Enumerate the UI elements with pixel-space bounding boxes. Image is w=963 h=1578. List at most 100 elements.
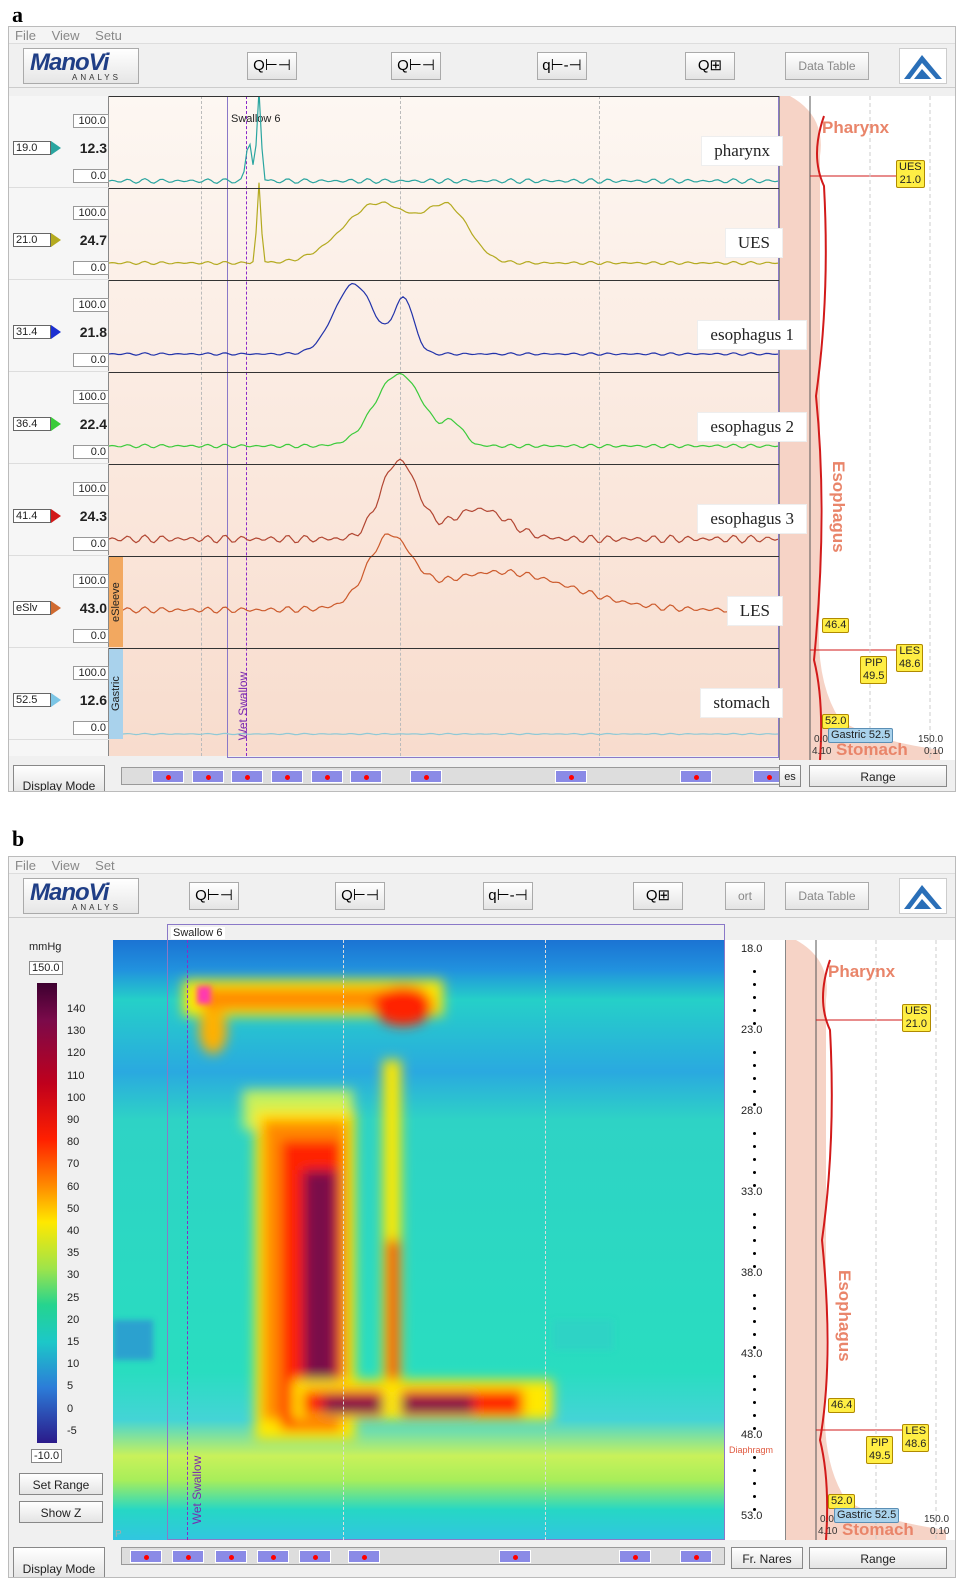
range-button[interactable]: Range [809,765,947,787]
channel-row-pharynx[interactable]: 100.0 0.0 19.0 12.3 [9,96,109,188]
timeline-strip[interactable] [121,767,785,785]
channel-max[interactable]: 100.0 [73,482,109,496]
menu-setup[interactable]: Set [95,858,115,873]
menu-file[interactable]: File [15,858,36,873]
channel-position[interactable]: 36.4 [13,417,51,431]
range-button[interactable]: Range [809,1547,947,1569]
left-mode-button[interactable]: es [779,765,801,787]
timeline-segment[interactable] [310,770,343,783]
timeline-segment[interactable] [498,1550,531,1563]
channel-min[interactable]: 0.0 [73,629,109,643]
pressure-trace-pharynx [109,96,779,185]
pressure-badge-52[interactable]: 52.0 [822,714,850,729]
zoom-horizontal-button[interactable]: Q⊢⊣ [335,882,385,910]
timeline-segment[interactable] [299,1550,332,1563]
zoom-out-button[interactable]: q⊢-⊣ [537,52,587,80]
timeline-segment[interactable] [680,770,713,783]
depth-tick-label: 48.0 [741,1429,763,1441]
channel-position[interactable]: 19.0 [13,141,51,155]
channel-position[interactable]: 41.4 [13,509,51,523]
timeline-segment[interactable] [231,770,264,783]
timeline-segment[interactable] [191,770,224,783]
pressure-badge-46[interactable]: 46.4 [828,1398,856,1413]
data-table-button[interactable]: Data Table [785,52,869,80]
channel-max[interactable]: 100.0 [73,206,109,220]
timeline-segment[interactable] [554,770,587,783]
gastric-badge[interactable]: Gastric 52.5 [834,1508,900,1523]
channel-position[interactable]: 52.5 [13,693,51,707]
menu-setup[interactable]: Setu [95,28,122,43]
menu-bar: File View Set [9,857,955,874]
wet-swallow-marker[interactable] [187,940,188,1540]
les-badge[interactable]: LES 48.6 [896,644,924,672]
display-mode-button[interactable]: Display Mode [13,1547,105,1577]
show-z-button[interactable]: Show Z [19,1501,103,1523]
timeline-segment[interactable] [350,770,383,783]
zoom-box-button[interactable]: Q⊞ [633,882,683,910]
channel-max[interactable]: 100.0 [73,390,109,404]
channel-min[interactable]: 0.0 [73,445,109,459]
trace-name-label: esophagus 3 [697,504,807,534]
channel-max[interactable]: 100.0 [73,574,109,588]
pressure-badge-46[interactable]: 46.4 [822,618,850,633]
channel-position[interactable]: eSlv [13,601,51,615]
display-mode-button[interactable]: Display Mode [13,765,105,791]
menu-view[interactable]: View [51,858,80,873]
timeline-strip[interactable] [121,1547,725,1565]
diaphragm-label: Diaphragm [729,1445,774,1455]
channel-row-esophagus-1[interactable]: 100.0 0.0 31.4 21.8 [9,280,109,372]
panel-a-window: File View Setu ManoVi ANALYS Q⊢⊣ Q⊢⊣ q⊢-⊣… [8,26,956,792]
channel-max[interactable]: 100.0 [73,114,109,128]
timeline-segment[interactable] [752,770,785,783]
colorbar-unit: mmHg [29,941,62,953]
channel-max[interactable]: 100.0 [73,666,109,680]
gastric-badge[interactable]: Gastric 52.5 [828,728,894,743]
colorbar-max[interactable]: 150.0 [29,961,63,975]
colorbar-min[interactable]: -10.0 [31,1449,63,1463]
set-range-button[interactable]: Set Range [19,1473,103,1495]
channel-row-esophagus-3[interactable]: 100.0 0.0 41.4 24.3 [9,464,109,556]
zoom-out-button[interactable]: q⊢-⊣ [483,882,533,910]
ues-badge[interactable]: UES 21.0 [896,160,925,188]
timeline-segment[interactable] [679,1550,712,1563]
channel-position[interactable]: 31.4 [13,325,51,339]
data-table-button[interactable]: Data Table [785,882,869,910]
menu-view[interactable]: View [51,28,80,43]
pressure-badge-52[interactable]: 52.0 [828,1494,856,1509]
timeline-segment[interactable] [409,770,442,783]
zoom-time-button[interactable]: Q⊢⊣ [189,882,239,910]
swallow-box[interactable] [167,924,725,1540]
timeline-segment[interactable] [257,1550,289,1563]
channel-min[interactable]: 0.0 [73,721,109,735]
menu-file[interactable]: File [15,28,36,43]
les-badge[interactable]: LES 48.6 [902,1424,930,1452]
channel-row-esophagus-2[interactable]: 100.0 0.0 36.4 22.4 [9,372,109,464]
event-dot-icon [766,775,772,780]
channel-min[interactable]: 0.0 [73,169,109,183]
zoom-time-button[interactable]: Q⊢⊣ [247,52,297,80]
timeline-segment[interactable] [619,1550,652,1563]
timeline-segment[interactable] [347,1550,380,1563]
channel-position[interactable]: 21.0 [13,233,51,247]
pip-badge[interactable]: PIP 49.5 [860,656,888,684]
export-button[interactable]: ort [725,882,765,910]
channel-min[interactable]: 0.0 [73,261,109,275]
channel-row-stomach[interactable]: 100.0 0.0 52.5 12.6 [9,648,109,740]
timeline-segment[interactable] [214,1550,247,1563]
pip-badge[interactable]: PIP 49.5 [866,1436,894,1464]
ues-badge[interactable]: UES 21.0 [902,1004,931,1032]
wet-swallow-marker[interactable] [246,96,247,756]
fr-nares-button[interactable]: Fr. Nares [731,1547,803,1569]
channel-min[interactable]: 0.0 [73,353,109,367]
timeline-segment[interactable] [172,1550,205,1563]
pressure-topography-heatmap[interactable] [113,940,725,1540]
zoom-box-button[interactable]: Q⊞ [685,52,735,80]
zoom-horizontal-button[interactable]: Q⊢⊣ [391,52,441,80]
channel-row-ues[interactable]: 100.0 0.0 21.0 24.7 [9,188,109,280]
timeline-segment[interactable] [152,770,185,783]
channel-max[interactable]: 100.0 [73,298,109,312]
timeline-segment[interactable] [271,770,303,783]
channel-min[interactable]: 0.0 [73,537,109,551]
channel-row-les[interactable]: 100.0 0.0 eSlv 43.0 [9,556,109,648]
timeline-segment[interactable] [130,1550,163,1563]
